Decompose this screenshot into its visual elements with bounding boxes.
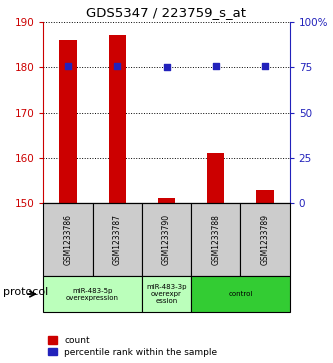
Bar xyxy=(142,203,191,276)
Legend: count, percentile rank within the sample: count, percentile rank within the sample xyxy=(48,336,217,357)
Text: miR-483-3p
overexpr
ession: miR-483-3p overexpr ession xyxy=(146,284,187,304)
Bar xyxy=(93,203,142,276)
Text: miR-483-5p
overexpression: miR-483-5p overexpression xyxy=(66,287,119,301)
Point xyxy=(164,64,169,70)
Bar xyxy=(59,40,77,203)
Bar xyxy=(109,35,126,203)
Text: control: control xyxy=(228,291,253,297)
Text: protocol: protocol xyxy=(3,287,49,297)
Text: GSM1233786: GSM1233786 xyxy=(63,214,73,265)
Point xyxy=(115,64,120,69)
Bar xyxy=(191,203,240,276)
Text: GSM1233789: GSM1233789 xyxy=(260,214,270,265)
Bar xyxy=(256,189,274,203)
Point xyxy=(262,64,268,69)
Bar xyxy=(158,198,175,203)
Bar xyxy=(191,276,290,312)
Point xyxy=(65,64,71,69)
Bar xyxy=(240,203,290,276)
Text: GSM1233788: GSM1233788 xyxy=(211,214,220,265)
Bar xyxy=(207,153,224,203)
Text: GSM1233787: GSM1233787 xyxy=(113,214,122,265)
Point xyxy=(213,64,218,69)
Bar xyxy=(142,276,191,312)
Bar xyxy=(43,203,93,276)
Title: GDS5347 / 223759_s_at: GDS5347 / 223759_s_at xyxy=(87,6,246,19)
Bar xyxy=(43,276,142,312)
Text: GSM1233790: GSM1233790 xyxy=(162,214,171,265)
